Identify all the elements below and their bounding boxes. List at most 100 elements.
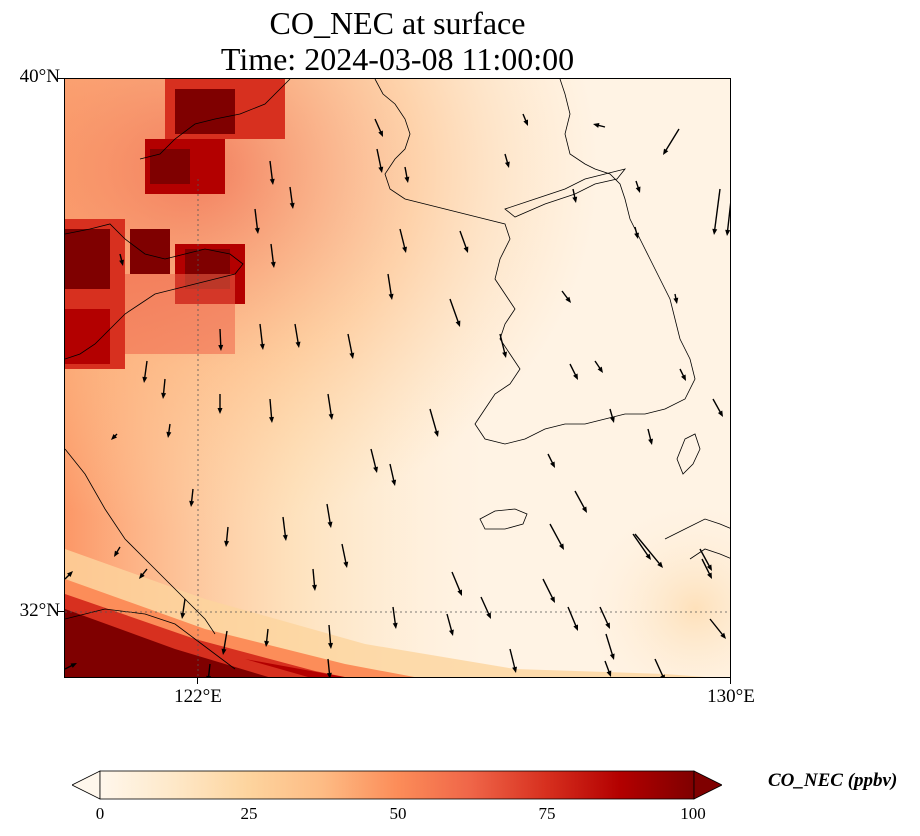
wind-arrow-shaft xyxy=(328,624,332,646)
wind-arrow-head xyxy=(269,416,274,423)
wind-arrow-shaft xyxy=(207,663,211,677)
wind-arrow-shaft xyxy=(392,606,397,626)
wind-arrow-head xyxy=(388,293,394,300)
wind-arrow-head xyxy=(404,176,410,183)
map-time: Time: 2024-03-08 11:00:00 xyxy=(220,41,575,77)
wind-arrow-head xyxy=(328,642,333,649)
wind-arrow-shaft xyxy=(654,658,664,677)
wind-arrow-shaft xyxy=(699,548,711,568)
lat-tick-40n: 40°N xyxy=(19,66,60,87)
colorbar-tick-0: 0 xyxy=(95,804,105,823)
wind-arrow-head xyxy=(66,571,73,578)
lon-tickmark-122e xyxy=(197,678,198,684)
wind-arrow-head xyxy=(217,408,223,414)
wind-arrow-head xyxy=(457,589,462,596)
wind-arrow-head xyxy=(645,553,651,560)
wind-arrow-head xyxy=(657,561,663,568)
wind-arrow-head xyxy=(673,297,679,304)
wind-arrow-head xyxy=(605,622,610,629)
wind-arrow-shaft xyxy=(499,333,506,355)
wind-arrow-head xyxy=(114,550,120,557)
wind-arrow-head xyxy=(326,672,332,677)
wind-arrow-shaft xyxy=(713,188,721,232)
wind-arrow-head xyxy=(712,228,718,235)
wind-arrow-head xyxy=(349,352,355,359)
wind-arrow-head xyxy=(402,246,407,253)
coastline-kyushu-north xyxy=(664,518,730,540)
hotspot-bohai-mid-core xyxy=(150,149,190,184)
hotspot-halo xyxy=(125,274,235,354)
wind-arrow-head xyxy=(663,148,669,155)
wind-arrow-head xyxy=(634,232,639,239)
wind-arrow-shaft xyxy=(726,202,730,233)
wind-arrow-shaft xyxy=(429,408,438,434)
wind-arrow-shaft xyxy=(605,633,614,657)
wind-arrow-head xyxy=(573,624,578,631)
colorbar-tick-100: 100 xyxy=(680,804,706,823)
wind-arrow-shaft xyxy=(162,378,166,396)
wind-arrow-shaft xyxy=(389,463,395,483)
wind-arrow-shaft xyxy=(604,660,611,674)
coastline-kyushu xyxy=(689,548,730,560)
wind-arrow-shaft xyxy=(634,533,661,566)
concentration-field-southeast xyxy=(365,329,730,677)
wind-arrow-shaft xyxy=(341,543,347,565)
wind-arrow-head xyxy=(463,246,469,253)
coastline-shandong xyxy=(65,223,244,360)
colorbar-extend-min xyxy=(72,770,101,800)
wind-arrow-head xyxy=(295,341,301,348)
wind-arrow-head xyxy=(706,564,712,571)
coastline-korea xyxy=(374,79,696,445)
wind-arrow-shaft xyxy=(282,516,287,538)
wind-arrow-shaft xyxy=(599,606,609,626)
hotspot-west-coast-core-b xyxy=(65,309,110,364)
wind-arrow-shaft xyxy=(451,571,462,593)
island-jeju xyxy=(479,508,528,530)
wind-vectors xyxy=(65,113,730,677)
wind-arrow-head xyxy=(270,261,276,268)
wind-arrow-head xyxy=(486,612,491,619)
coastlines xyxy=(65,79,730,670)
wind-arrow-shaft xyxy=(259,323,264,347)
lat-tickmark-32n xyxy=(58,611,64,612)
wind-arrow-head xyxy=(720,632,726,639)
wind-arrow-shaft xyxy=(270,243,275,265)
colorbar xyxy=(72,770,722,800)
wind-arrow-head xyxy=(550,461,555,468)
wind-arrow-head xyxy=(572,196,578,203)
wind-arrow-head xyxy=(311,584,317,591)
wind-arrow-shaft xyxy=(446,613,453,633)
wind-arrow-head xyxy=(189,500,195,507)
wind-arrow-head xyxy=(606,670,612,677)
colorbar-gradient xyxy=(99,770,695,800)
wind-arrow-head xyxy=(264,640,270,647)
wind-arrow-head xyxy=(282,534,288,541)
wind-arrow-head xyxy=(161,392,167,399)
plume-band-fringe xyxy=(245,659,344,677)
wind-arrow-shaft xyxy=(294,323,300,345)
wind-arrow-head xyxy=(550,596,555,603)
colorbar-tick-75: 75 xyxy=(538,804,556,823)
colorbar-tick-25: 25 xyxy=(240,804,258,823)
wind-arrow-shaft xyxy=(254,208,259,231)
wind-arrow-head xyxy=(609,653,615,660)
wind-arrow-shaft xyxy=(404,166,408,180)
wind-arrow-head xyxy=(455,320,461,327)
wind-arrow-shaft xyxy=(269,160,274,182)
wind-arrow-shaft xyxy=(542,578,554,600)
wind-arrow-head xyxy=(378,130,383,137)
wind-arrow-head xyxy=(635,186,641,193)
wind-arrow-head xyxy=(502,351,507,358)
wind-arrow-head xyxy=(523,119,528,126)
wind-arrow-head xyxy=(373,466,378,473)
wind-arrow-shaft xyxy=(312,568,316,588)
wind-arrow-head xyxy=(269,178,275,185)
wind-arrow-head xyxy=(558,543,564,550)
wind-arrow-head xyxy=(512,666,517,673)
border-korea-dmz xyxy=(504,168,627,218)
wind-arrow-shaft xyxy=(712,398,722,414)
wind-arrow-shaft xyxy=(632,533,650,558)
wind-arrow-head xyxy=(142,376,148,383)
wind-arrow-shaft xyxy=(219,328,222,348)
wind-arrow-head xyxy=(597,366,603,373)
